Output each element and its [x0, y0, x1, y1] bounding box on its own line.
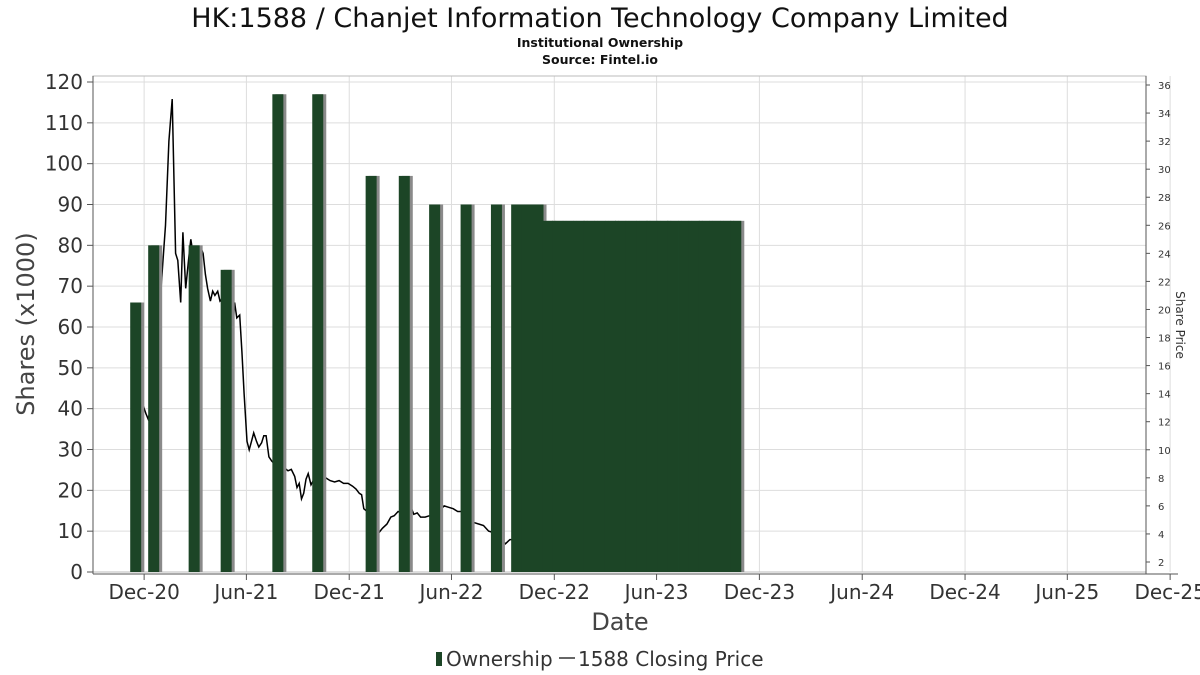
x-ticks: Dec-20 Jun-21 Dec-21 Jun-22 Dec-22 Jun-23 Dec-… — [108, 574, 1200, 604]
ownership-bar — [429, 204, 441, 572]
ownership-bar — [272, 94, 284, 572]
ownership-bar — [130, 302, 142, 572]
y2-tick-label: 36 — [1158, 81, 1171, 92]
y2-axis-label: Share Price — [1173, 291, 1187, 359]
ownership-bar — [636, 220, 648, 573]
y-tick-label: 50 — [58, 356, 83, 380]
legend-label-ownership: Ownership — [446, 647, 553, 671]
y-tick-label: 30 — [58, 438, 83, 462]
y-tick-label: 40 — [58, 397, 83, 421]
y2-tick-label: 10 — [1158, 446, 1171, 457]
y-tick-label: 120 — [45, 70, 83, 94]
y2-tick-label: 30 — [1158, 165, 1171, 176]
ownership-bar — [688, 220, 700, 573]
ownership-bar — [532, 204, 544, 572]
ownership-bar — [460, 204, 472, 572]
y2-tick-label: 32 — [1158, 137, 1171, 148]
x-tick-label: Dec-22 — [519, 580, 590, 604]
y2-tick-label: 16 — [1158, 362, 1171, 373]
ownership-bar — [312, 94, 324, 572]
ownership-bar — [657, 220, 669, 573]
y2-tick-label: 8 — [1158, 474, 1164, 485]
y-tick-label: 70 — [58, 274, 83, 298]
chart-subtitle: Institutional Ownership — [517, 35, 683, 50]
ownership-bar — [220, 269, 232, 572]
x-tick-label: Jun-24 — [828, 580, 894, 604]
x-tick-label: Dec-21 — [314, 580, 385, 604]
ownership-bar — [542, 220, 554, 573]
ownership-bar — [646, 220, 658, 573]
ownership-bar — [625, 220, 637, 573]
ownership-bar — [698, 220, 710, 573]
legend-swatch-ownership — [436, 652, 442, 666]
legend-label-price: 1588 Closing Price — [578, 647, 764, 671]
x-tick-label: Dec-23 — [724, 580, 795, 604]
ownership-bar — [552, 220, 564, 573]
y-axis-label: Shares (x1000) — [12, 232, 40, 415]
y-tick-label: 0 — [70, 560, 83, 584]
ownership-bar — [490, 204, 502, 572]
y2-tick-label: 18 — [1158, 334, 1171, 345]
x-tick-label: Jun-23 — [623, 580, 689, 604]
ownership-bar — [511, 204, 523, 572]
x-tick-label: Jun-25 — [1033, 580, 1099, 604]
y2-tick-label: 14 — [1158, 390, 1171, 401]
x-axis-label: Date — [591, 608, 648, 636]
y2-tick-label: 4 — [1158, 530, 1164, 541]
y-tick-label: 100 — [45, 152, 83, 176]
ownership-bar — [678, 220, 690, 573]
y-tick-label: 10 — [58, 519, 83, 543]
y2-tick-label: 2 — [1158, 558, 1164, 569]
ownership-bar — [667, 220, 679, 573]
y-tick-label: 110 — [45, 111, 83, 135]
y-tick-label: 80 — [58, 233, 83, 257]
ownership-bar — [365, 175, 377, 572]
ownership-bar — [604, 220, 616, 573]
x-tick-label: Dec-25 — [1134, 580, 1200, 604]
y-tick-label: 90 — [58, 193, 83, 217]
ownership-bar — [521, 204, 533, 572]
y-tick-label: 20 — [58, 478, 83, 502]
x-tick-label: Dec-24 — [929, 580, 1000, 604]
ownership-bar — [709, 220, 721, 573]
y2-tick-label: 24 — [1158, 249, 1171, 260]
y2-tick-label: 12 — [1158, 418, 1171, 429]
ownership-bar — [398, 175, 410, 572]
x-tick-label: Jun-21 — [212, 580, 278, 604]
y2-tick-label: 20 — [1158, 305, 1171, 316]
ownership-bar — [148, 245, 160, 573]
y-ticks: 0 10 20 30 40 50 60 70 80 90 100 110 120 — [45, 70, 93, 584]
x-tick-label: Jun-22 — [418, 580, 484, 604]
ownership-bar — [720, 220, 732, 573]
y2-tick-label: 26 — [1158, 221, 1171, 232]
ownership-bar — [730, 220, 742, 573]
y2-tick-label: 28 — [1158, 193, 1171, 204]
x-tick-label: Dec-20 — [108, 580, 179, 604]
y2-tick-label: 6 — [1158, 502, 1164, 513]
y-tick-label: 60 — [58, 315, 83, 339]
ownership-bar — [562, 220, 574, 573]
ownership-bar — [188, 245, 200, 573]
ownership-bar — [594, 220, 606, 573]
ownership-bar — [615, 220, 627, 573]
legend: Ownership 1588 Closing Price — [436, 647, 764, 671]
ownership-bar — [583, 220, 595, 573]
ownership-bars — [130, 94, 745, 573]
ownership-bar — [573, 220, 585, 573]
y2-tick-label: 22 — [1158, 277, 1171, 288]
y2-tick-label: 34 — [1158, 109, 1171, 120]
chart-source: Source: Fintel.io — [542, 52, 658, 67]
chart-title: HK:1588 / Chanjet Information Technology… — [191, 3, 1008, 34]
